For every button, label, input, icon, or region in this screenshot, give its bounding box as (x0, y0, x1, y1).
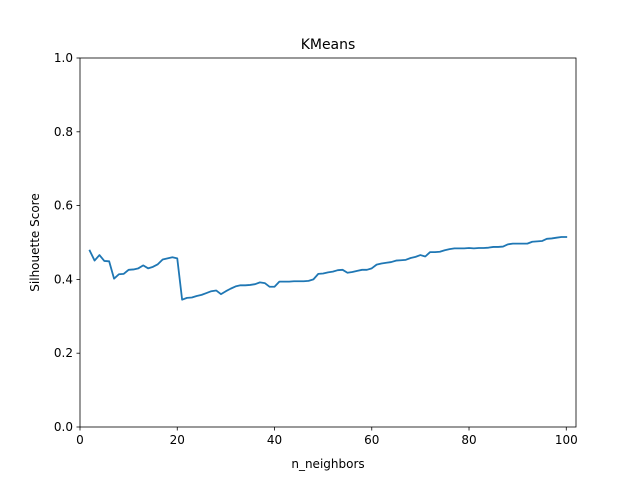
x-tick-label: 80 (461, 433, 476, 447)
x-tick-label: 60 (364, 433, 379, 447)
y-tick-label: 0.8 (54, 125, 73, 139)
x-tick-label: 20 (170, 433, 185, 447)
y-tick-label: 0.0 (54, 420, 73, 434)
chart-title: KMeans (301, 37, 356, 53)
x-axis: 0 20 40 60 80 100 (76, 427, 578, 447)
x-tick-label: 0 (76, 433, 84, 447)
x-tick-label: 40 (267, 433, 282, 447)
x-tick-label: 100 (555, 433, 578, 447)
y-tick-label: 0.2 (54, 346, 73, 360)
x-axis-label: n_neighbors (291, 457, 364, 471)
y-axis-label: Silhouette Score (28, 193, 42, 291)
y-tick-label: 0.4 (54, 272, 73, 286)
plot-area (88, 236, 568, 301)
y-axis: 0.0 0.2 0.4 0.6 0.8 1.0 (54, 51, 80, 434)
axes-frame (79, 57, 577, 428)
y-tick-label: 1.0 (54, 51, 73, 65)
series-line (88, 236, 568, 301)
y-tick-label: 0.6 (54, 199, 73, 213)
